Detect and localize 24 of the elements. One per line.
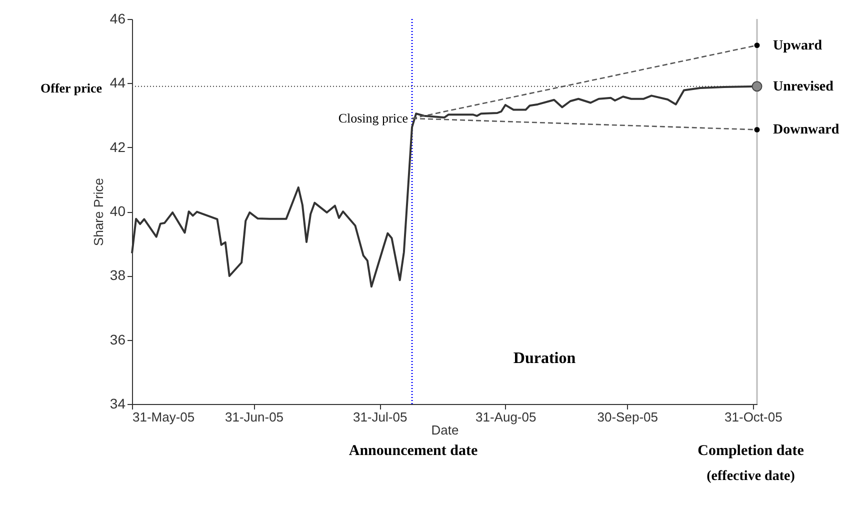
x-tick-label: 31-Jun-05	[224, 410, 284, 424]
y-tick-label: 42	[110, 138, 126, 155]
x-tick-label: 31-Jul-05	[352, 410, 408, 424]
y-axis-title: Share Price	[90, 178, 106, 246]
series-label: Unrevised	[773, 79, 834, 94]
y-tick-label: 46	[110, 10, 126, 26]
text: Announcement date	[348, 443, 478, 459]
x-tick-label: 31-Aug-05	[476, 410, 536, 424]
series-label: Downward	[773, 122, 840, 138]
text: (effective date)	[706, 469, 796, 484]
y-tick-label: 34	[110, 396, 126, 412]
x-tick-label: 30-Sep-05	[597, 410, 658, 424]
y-tick-label: 36	[110, 331, 126, 348]
x-tick-label: 31-Oct-05	[724, 410, 782, 424]
ref-line-label: Offer price	[40, 80, 102, 96]
series-label: Upward	[773, 38, 822, 54]
annotation: Closing price	[338, 110, 408, 126]
y-tick-label: 38	[110, 267, 126, 284]
y-tick-label: 44	[110, 74, 126, 91]
x-axis-title: Date	[431, 422, 459, 438]
y-tick-label: 40	[110, 203, 126, 219]
x-tick-label: 31-May-05	[132, 410, 195, 424]
text: Completion date	[698, 443, 804, 459]
annotation: Duration	[513, 350, 576, 367]
